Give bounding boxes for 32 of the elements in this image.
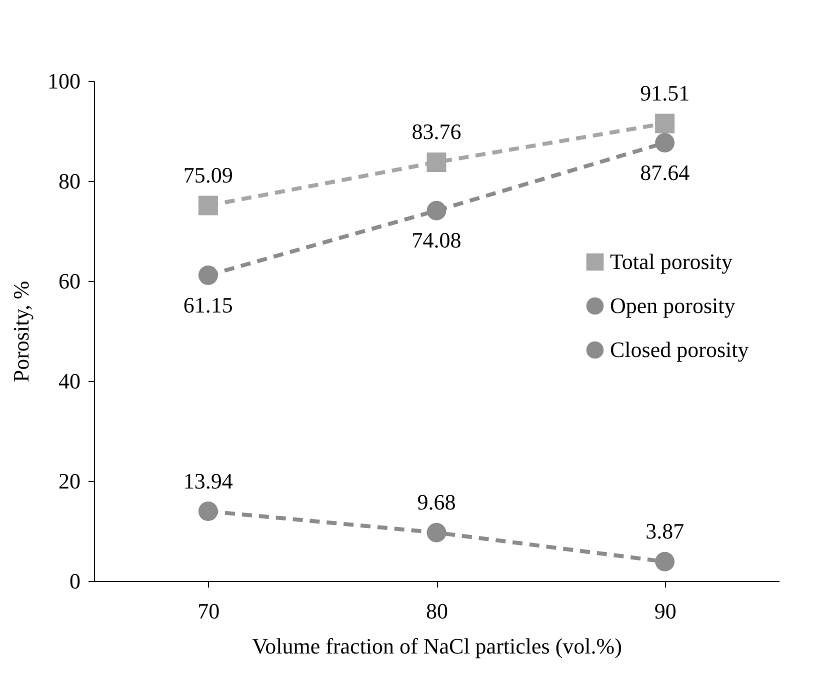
point	[198, 266, 218, 285]
data-label: 74.08	[412, 228, 462, 253]
data-label: 3.87	[646, 518, 684, 544]
x-tick-label: 70	[198, 598, 220, 624]
x-tick-label: 80	[426, 598, 448, 624]
point	[655, 552, 675, 572]
point	[426, 152, 446, 172]
y-tick-label: 80	[58, 168, 80, 194]
data-label: 87.64	[640, 160, 690, 185]
data-label: 75.09	[183, 162, 233, 188]
point	[198, 196, 218, 216]
y-tick-label: 60	[58, 268, 80, 294]
y-axis-title: Porosity, %	[8, 280, 34, 382]
legend-label: Open porosity	[610, 293, 736, 318]
y-tick-label: 0	[70, 568, 80, 594]
point	[426, 200, 446, 220]
data-label: 9.68	[417, 490, 456, 515]
point	[426, 522, 446, 542]
y-tick-label: 100	[48, 68, 80, 94]
x-axis-title: Volume fraction of NaCl particles (vol.%)	[252, 634, 622, 658]
y-tick-label: 20	[58, 468, 80, 494]
point	[655, 114, 675, 134]
data-label: 61.15	[183, 292, 233, 318]
legend-label: Closed porosity	[610, 337, 749, 362]
y-tick-label: 40	[58, 368, 80, 394]
legend-label: Total porosity	[610, 249, 733, 274]
point	[655, 133, 675, 153]
x-tick-label: 90	[654, 598, 676, 624]
point	[198, 502, 218, 522]
data-label: 91.51	[640, 80, 690, 106]
data-label: 13.94	[183, 468, 233, 494]
data-label: 83.76	[412, 119, 462, 144]
